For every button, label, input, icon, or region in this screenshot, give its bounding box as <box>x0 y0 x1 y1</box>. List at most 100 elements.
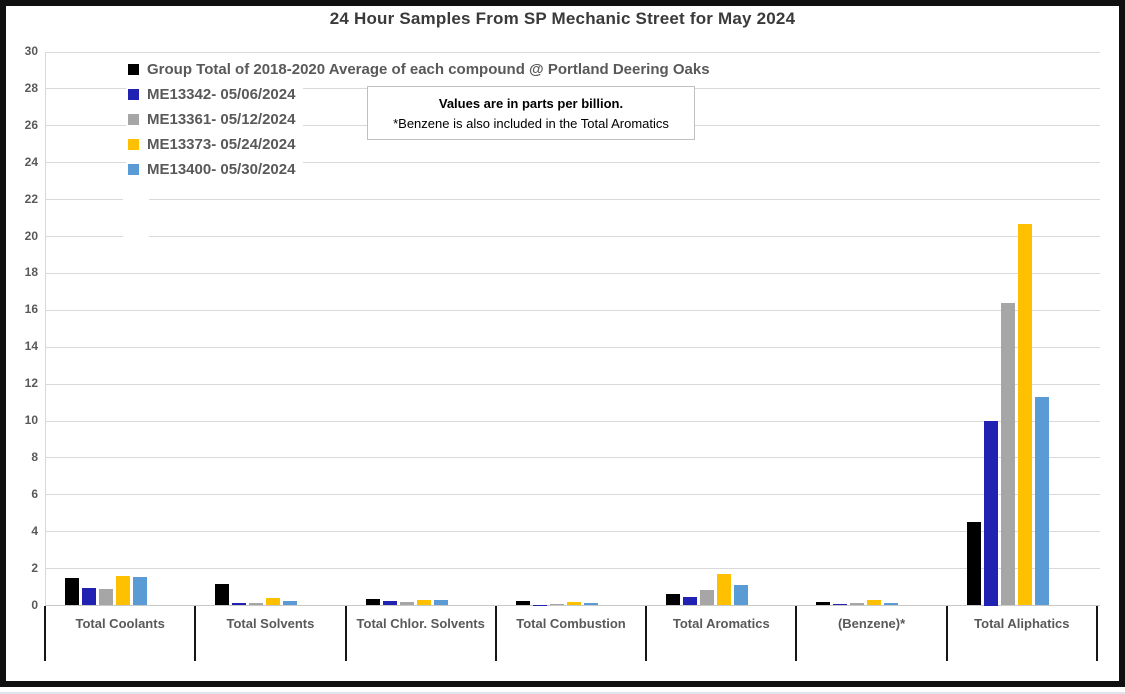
gridline <box>45 272 1100 274</box>
y-axis-tick-label: 10 <box>24 413 38 427</box>
bar <box>133 576 147 606</box>
bar <box>365 599 380 606</box>
y-axis-tick-label: 28 <box>24 80 38 95</box>
bar <box>884 602 899 606</box>
legend: Group Total of 2018-2020 Average of each… <box>126 59 718 184</box>
annotation-box: Values are in parts per billion. *Benzen… <box>367 86 695 140</box>
gridline <box>45 199 1100 201</box>
bar <box>549 603 564 606</box>
category-separator <box>44 606 46 661</box>
category-label: Total Aromatics <box>672 616 770 631</box>
bar <box>1017 223 1032 606</box>
bar <box>232 602 247 606</box>
category-label: Total Chlor. Solvents <box>356 616 485 631</box>
legend-label: ME13400- 05/30/2024 <box>147 161 296 178</box>
bar <box>532 604 547 606</box>
y-axis-line <box>45 52 46 606</box>
chart-title: 24 Hour Samples From SP Mechanic Street … <box>329 9 796 28</box>
y-axis-tick-label: 6 <box>31 486 38 501</box>
category-separator <box>795 606 798 661</box>
gridline <box>45 383 1100 385</box>
category-separator <box>1096 606 1098 661</box>
bar <box>433 599 448 606</box>
legend-item: ME13361- 05/12/2024 <box>126 109 304 130</box>
bar <box>683 597 698 606</box>
gridline <box>45 494 1100 496</box>
y-axis-tick-label: 30 <box>24 44 38 58</box>
y-axis-tick-label: 2 <box>31 560 38 575</box>
y-axis-tick-label: 4 <box>31 523 38 538</box>
y-axis-tick-label: 18 <box>24 265 38 280</box>
bar <box>82 587 96 606</box>
legend-item: ME13400- 05/30/2024 <box>126 159 304 180</box>
bar <box>1034 397 1049 606</box>
legend-item: Group Total of 2018-2020 Average of each… <box>126 59 718 80</box>
legend-swatch <box>128 139 139 150</box>
bar <box>266 597 281 606</box>
bar <box>1000 302 1015 606</box>
bar <box>416 599 431 606</box>
bar <box>99 588 113 606</box>
gridline <box>45 457 1100 459</box>
gridline <box>45 568 1100 570</box>
bar <box>382 601 397 606</box>
bar <box>215 584 230 606</box>
y-axis-tick-label: 8 <box>31 449 38 464</box>
gridline <box>45 236 1100 237</box>
bar <box>717 574 732 606</box>
bar <box>734 585 749 606</box>
legend-swatch <box>128 114 139 125</box>
bar <box>833 603 848 606</box>
gridline <box>45 162 1100 164</box>
legend-swatch <box>128 64 139 75</box>
y-axis-tick-label: 22 <box>24 191 38 206</box>
y-axis-tick-label: 16 <box>24 302 38 317</box>
bar <box>700 589 715 606</box>
legend-spacer <box>123 183 149 245</box>
y-axis-tick-label: 12 <box>24 376 38 391</box>
y-axis-tick-label: 14 <box>24 339 38 354</box>
y-axis-tick-label: 26 <box>24 117 38 132</box>
category-label: Total Aliphatics <box>974 616 1070 631</box>
category-label: (Benzene)* <box>837 616 906 631</box>
legend-label: ME13342- 05/06/2024 <box>147 86 296 103</box>
bar <box>850 602 865 606</box>
category-separator <box>494 606 497 661</box>
bottom-edge <box>0 692 1125 694</box>
y-axis-tick-label: 24 <box>24 154 38 169</box>
legend-swatch <box>128 89 139 100</box>
bar <box>867 600 882 606</box>
bar <box>249 602 264 606</box>
bar <box>566 601 581 606</box>
bar <box>283 600 298 606</box>
bar <box>399 601 414 606</box>
gridline <box>45 531 1100 533</box>
legend-item: ME13342- 05/06/2024 <box>126 84 304 105</box>
bar <box>515 600 530 606</box>
bar <box>983 421 998 606</box>
y-axis-tick-label: 20 <box>24 228 38 243</box>
y-axis-tick-label: 0 <box>31 597 38 612</box>
legend-label: ME13373- 05/24/2024 <box>147 136 296 153</box>
legend-label: ME13361- 05/12/2024 <box>147 111 296 128</box>
gridline <box>45 346 1100 348</box>
legend-item: ME13373- 05/24/2024 <box>126 134 304 155</box>
annotation-units-note: Values are in parts per billion. <box>438 96 624 111</box>
bar <box>816 601 831 606</box>
bar <box>966 522 981 606</box>
gridline <box>45 51 1100 53</box>
category-label: Total Coolants <box>75 616 165 631</box>
category-separator <box>344 606 347 661</box>
legend-label: Group Total of 2018-2020 Average of each… <box>147 61 710 78</box>
category-label: Total Combustion <box>516 616 626 631</box>
gridline <box>45 420 1100 422</box>
bar <box>65 577 79 606</box>
category-separator <box>945 606 948 661</box>
legend-swatch <box>128 164 139 175</box>
bar <box>116 575 130 606</box>
category-separator <box>194 606 197 661</box>
x-axis-line <box>45 605 1100 606</box>
gridline <box>45 309 1100 311</box>
bar <box>583 603 598 606</box>
